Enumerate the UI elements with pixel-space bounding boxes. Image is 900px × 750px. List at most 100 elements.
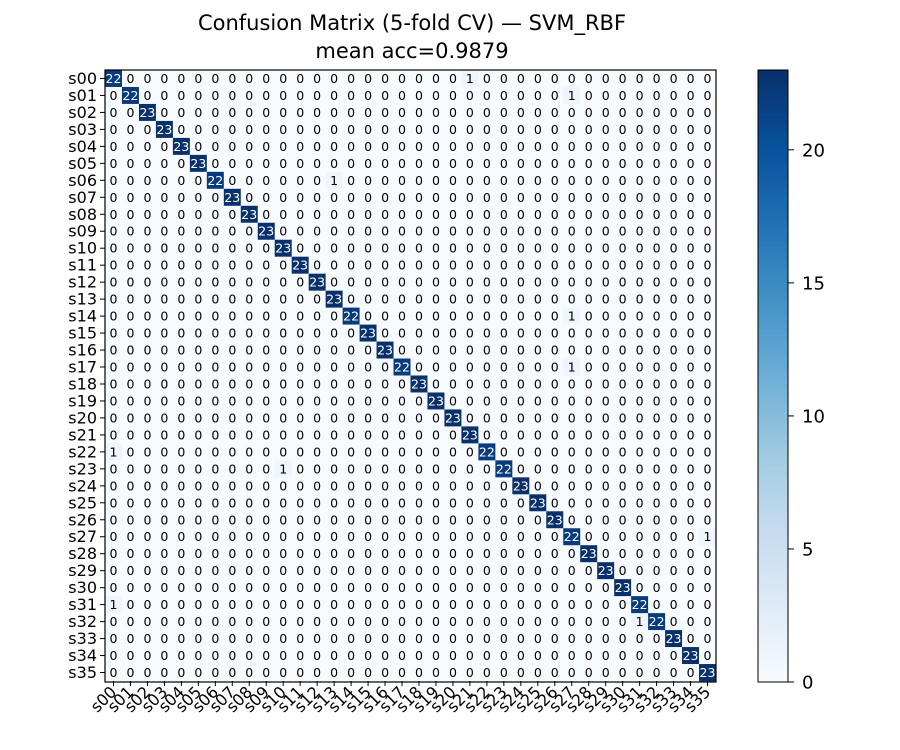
matrix-cell	[172, 290, 191, 309]
cell-value-label: 0	[687, 139, 695, 154]
cell-value-label: 0	[636, 427, 644, 442]
matrix-cell	[648, 239, 666, 258]
matrix-cell	[155, 528, 174, 546]
matrix-cell	[546, 137, 564, 156]
cell-value-label: 0	[585, 512, 593, 527]
cell-value-label: 0	[143, 495, 151, 510]
cell-value-label: 0	[330, 71, 338, 86]
matrix-cell	[342, 443, 360, 461]
matrix-cell	[376, 358, 394, 376]
matrix-cell	[342, 239, 360, 258]
matrix-cell	[257, 188, 276, 207]
cell-value-label: 0	[381, 71, 389, 86]
cell-value-label: 0	[279, 122, 287, 137]
cell-value-label: 0	[653, 495, 661, 510]
matrix-cell	[291, 341, 310, 359]
matrix-cell	[682, 545, 700, 563]
cell-value-label: 0	[432, 376, 440, 391]
matrix-cell	[444, 222, 462, 241]
matrix-cell	[325, 341, 344, 359]
cell-value-label: 0	[262, 258, 270, 273]
cell-value-label: 0	[381, 88, 389, 103]
cell-value-label: 0	[636, 71, 644, 86]
matrix-cell	[223, 443, 242, 461]
matrix-cell	[546, 256, 564, 275]
matrix-cell	[529, 273, 547, 292]
cell-value-label: 0	[313, 241, 321, 256]
cell-value-label: 0	[262, 410, 270, 425]
matrix-cell	[291, 137, 310, 156]
matrix-cell	[648, 70, 666, 88]
cell-value-label: 0	[296, 546, 304, 561]
cell-value-label: 0	[296, 309, 304, 324]
matrix-cell	[597, 511, 615, 529]
cell-value-label: 0	[500, 393, 508, 408]
cell-value-label: 0	[160, 648, 168, 663]
cell-value-label: 0	[398, 512, 406, 527]
matrix-cell	[376, 86, 394, 105]
matrix-cell	[512, 137, 530, 156]
matrix-cell	[614, 477, 632, 495]
cell-value-label: 0	[619, 224, 627, 239]
colorbar-tick-label: 20	[802, 140, 825, 161]
cell-value-label: 0	[347, 478, 355, 493]
matrix-cell	[172, 137, 191, 156]
cell-value-label: 0	[110, 343, 118, 358]
matrix-cell	[359, 171, 377, 190]
cell-value-label: 0	[432, 478, 440, 493]
matrix-cell	[563, 511, 581, 529]
matrix-cell	[682, 273, 700, 292]
matrix-cell	[291, 239, 310, 258]
cell-value-label: 0	[585, 190, 593, 205]
matrix-cell	[699, 341, 717, 359]
cell-value-label: 0	[619, 88, 627, 103]
cell-value-label: 0	[126, 580, 134, 595]
cell-value-label: 0	[262, 648, 270, 663]
cell-value-label: 0	[381, 495, 389, 510]
matrix-cell	[138, 324, 157, 342]
cell-value-label: 0	[500, 665, 508, 680]
cell-value-label: 0	[585, 614, 593, 629]
matrix-cell	[478, 426, 496, 444]
cell-value-label: 23	[224, 190, 240, 205]
matrix-cell	[495, 290, 513, 309]
matrix-cell	[121, 86, 140, 105]
matrix-cell	[665, 443, 683, 461]
cell-value-label: 0	[500, 207, 508, 222]
cell-value-label: 0	[551, 275, 559, 290]
matrix-cell	[308, 86, 327, 105]
matrix-cell	[393, 341, 411, 359]
cell-value-label: 0	[517, 631, 525, 646]
cell-value-label: 0	[347, 665, 355, 680]
cell-value-label: 0	[330, 190, 338, 205]
cell-value-label: 0	[670, 393, 678, 408]
cell-value-label: 0	[687, 393, 695, 408]
cell-value-label: 0	[551, 529, 559, 544]
matrix-cell	[155, 460, 174, 478]
cell-value-label: 0	[619, 207, 627, 222]
matrix-cell	[138, 562, 157, 580]
cell-value-label: 0	[381, 122, 389, 137]
cell-value-label: 0	[364, 665, 372, 680]
cell-value-label: 0	[160, 546, 168, 561]
matrix-cell	[495, 137, 513, 156]
matrix-cell	[410, 511, 428, 529]
cell-value-label: 0	[585, 360, 593, 375]
cell-value-label: 0	[262, 71, 270, 86]
cell-value-label: 0	[585, 427, 593, 442]
matrix-cell	[563, 460, 581, 478]
matrix-cell	[478, 103, 496, 122]
cell-value-label: 0	[500, 241, 508, 256]
matrix-cell	[546, 341, 564, 359]
matrix-cell	[291, 392, 310, 410]
matrix-cell	[410, 205, 428, 224]
matrix-cell	[478, 477, 496, 495]
matrix-cell	[563, 205, 581, 224]
cell-value-label: 0	[534, 444, 542, 459]
cell-value-label: 0	[313, 410, 321, 425]
cell-value-label: 0	[534, 360, 542, 375]
cell-value-label: 0	[619, 427, 627, 442]
cell-value-label: 0	[398, 190, 406, 205]
matrix-cell	[614, 460, 632, 478]
matrix-cell	[342, 477, 360, 495]
